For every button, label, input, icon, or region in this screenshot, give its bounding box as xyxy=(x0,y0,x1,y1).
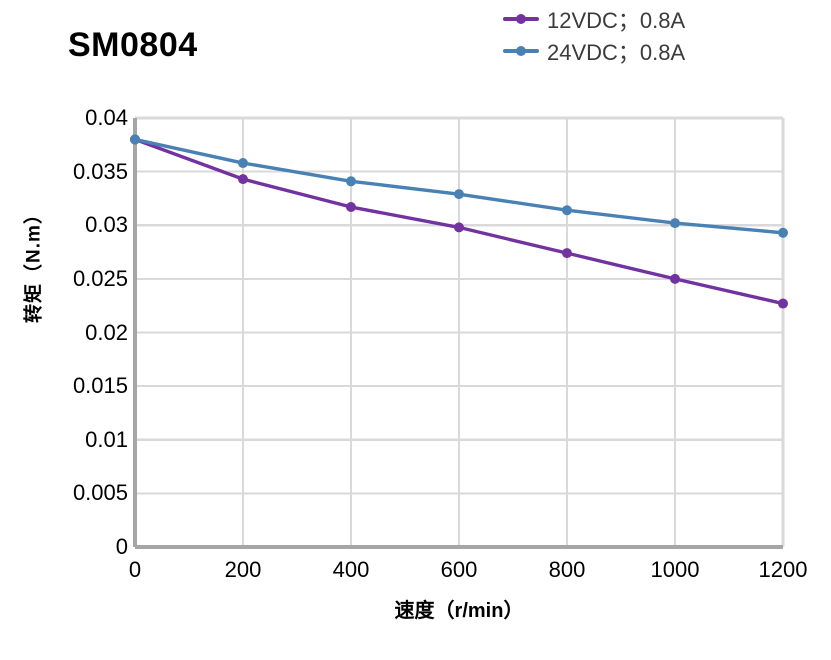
x-tick-label: 1000 xyxy=(650,557,700,582)
legend-item-24vdc[interactable]: 24VDC；0.8A xyxy=(503,40,685,65)
y-tick-label: 0.04 xyxy=(85,105,128,130)
legend-marker-12vdc xyxy=(503,12,539,26)
x-tick-label: 0 xyxy=(128,557,142,582)
legend-item-12vdc[interactable]: 12VDC；0.8A xyxy=(503,8,685,33)
y-tick-label: 0.005 xyxy=(72,480,128,506)
x-tick-label: 1200 xyxy=(758,557,808,582)
data-point[interactable] xyxy=(238,174,248,185)
data-point[interactable] xyxy=(562,205,572,216)
data-point[interactable] xyxy=(562,248,572,259)
chart-legend: 12VDC；0.8A 24VDC；0.8A xyxy=(503,8,685,65)
x-tick-label: 200 xyxy=(224,557,262,582)
legend-label-12vdc: 12VDC；0.8A xyxy=(547,8,686,33)
y-tick-label: 0.015 xyxy=(72,373,128,399)
data-point[interactable] xyxy=(670,273,680,284)
series-line-0 xyxy=(133,137,785,306)
y-tick-label: 0.025 xyxy=(72,265,128,291)
y-tick-label: 0.01 xyxy=(85,426,128,452)
data-point[interactable] xyxy=(778,227,788,238)
page-title: SM0804 xyxy=(68,26,198,64)
legend-label-24vdc: 24VDC；0.8A xyxy=(547,40,686,65)
y-tick-label: 0 xyxy=(115,534,128,559)
chart-series-layer xyxy=(130,134,788,309)
data-point[interactable] xyxy=(454,189,464,200)
x-tick-label: 400 xyxy=(332,557,370,582)
plot-area xyxy=(130,116,788,550)
y-axis-tick-labels: 0 0.005 0.01 0.015 0.02 0.025 0.03 0.035 0.04 xyxy=(4,105,128,559)
data-point[interactable] xyxy=(238,158,248,169)
data-point[interactable] xyxy=(454,222,464,233)
data-point[interactable] xyxy=(130,134,140,145)
y-tick-label: 0.02 xyxy=(85,319,128,345)
legend-marker-24vdc xyxy=(503,44,539,58)
x-tick-label: 600 xyxy=(440,557,478,582)
data-point[interactable] xyxy=(346,202,356,213)
y-tick-label: 0.035 xyxy=(72,158,128,184)
data-point[interactable] xyxy=(670,218,680,229)
x-axis-title: 速度（r/min） xyxy=(394,600,524,622)
data-point[interactable] xyxy=(346,176,356,187)
data-point[interactable] xyxy=(778,298,788,309)
y-tick-label: 0.03 xyxy=(85,212,128,238)
series-line-1 xyxy=(133,137,785,235)
x-axis-tick-labels: 0 200 400 600 800 1000 1200 xyxy=(129,557,808,591)
x-tick-label: 800 xyxy=(548,557,586,582)
y-axis-title: 转矩（N.m） xyxy=(23,204,45,323)
